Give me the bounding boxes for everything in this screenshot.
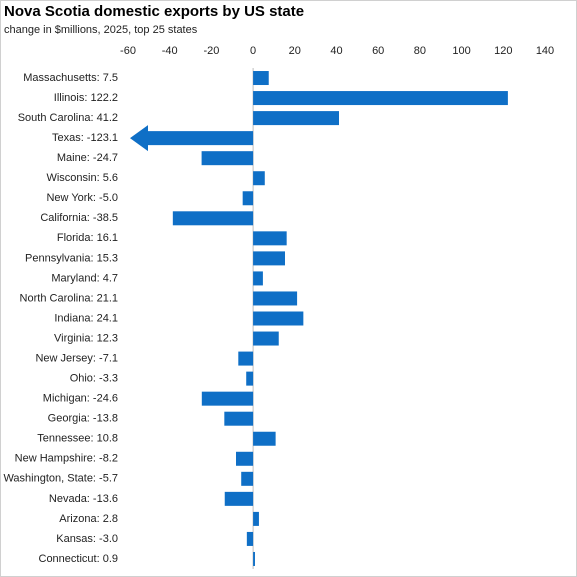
y-tick-label: Wisconsin: 5.6 [46, 172, 118, 184]
y-tick-label: Indiana: 24.1 [54, 312, 118, 324]
x-tick-label: 100 [452, 45, 470, 57]
y-tick-label: New York: -5.0 [46, 192, 118, 204]
bar [236, 451, 254, 466]
x-tick-label: 40 [330, 45, 342, 57]
y-tick-label: Connecticut: 0.9 [39, 553, 119, 565]
bar [253, 431, 276, 446]
y-tick-label: Massachusetts: 7.5 [23, 72, 118, 84]
x-tick-label: 60 [372, 45, 384, 57]
y-tick-label: Georgia: -13.8 [48, 413, 118, 425]
bar [172, 211, 254, 226]
bar [253, 251, 286, 266]
y-tick-label: Maine: -24.7 [57, 152, 118, 164]
y-tick-label: Nevada: -13.6 [49, 493, 118, 505]
x-tick-label: 0 [250, 45, 256, 57]
bar [253, 111, 340, 126]
y-tick-label: New Hampshire: -8.2 [15, 453, 118, 465]
bar [201, 151, 254, 166]
y-tick-label: Tennessee: 10.8 [37, 433, 118, 445]
y-tick-label: Illinois: 122.2 [54, 92, 118, 104]
y-tick-label: Maryland: 4.7 [51, 272, 118, 284]
y-tick-label: North Carolina: 21.1 [20, 292, 118, 304]
y-tick-label: Texas: -123.1 [52, 132, 118, 144]
x-tick-label: 20 [289, 45, 301, 57]
bar [242, 191, 254, 206]
chart-title: Nova Scotia domestic exports by US state [4, 3, 304, 20]
x-tick-label: 140 [536, 45, 554, 57]
bar [238, 351, 254, 366]
bar [224, 491, 254, 506]
bar-arrow [130, 125, 254, 152]
bar [253, 551, 255, 566]
chart-subtitle: change in $millions, 2025, top 25 states [4, 24, 198, 36]
bar [246, 531, 254, 546]
y-tick-label: Arizona: 2.8 [59, 513, 118, 525]
x-tick-label: 80 [414, 45, 426, 57]
bar [224, 411, 254, 426]
bar [253, 71, 269, 86]
y-tick-label: Kansas: -3.0 [56, 533, 118, 545]
y-tick-label: Florida: 16.1 [57, 232, 118, 244]
y-tick-label: Virginia: 12.3 [54, 332, 118, 344]
x-tick-label: -60 [120, 45, 136, 57]
x-tick-label: -20 [203, 45, 219, 57]
bar [253, 91, 508, 106]
x-tick-label: -40 [162, 45, 178, 57]
bar [253, 331, 279, 346]
y-tick-label: Ohio: -3.3 [70, 373, 118, 385]
bar [253, 231, 287, 246]
bar [253, 171, 265, 186]
y-tick-label: Washington, State: -5.7 [3, 473, 118, 485]
bar [253, 291, 298, 306]
bar [253, 311, 304, 326]
bar [253, 271, 263, 286]
y-tick-label: Pennsylvania: 15.3 [25, 252, 118, 264]
y-tick-label: South Carolina: 41.2 [18, 112, 118, 124]
y-tick-label: California: -38.5 [40, 212, 118, 224]
x-tick-label: 120 [494, 45, 512, 57]
bar [253, 511, 259, 526]
bar [241, 471, 254, 486]
y-tick-label: New Jersey: -7.1 [35, 352, 118, 364]
bar [246, 371, 254, 386]
y-tick-label: Michigan: -24.6 [43, 393, 118, 405]
bar [201, 391, 254, 406]
